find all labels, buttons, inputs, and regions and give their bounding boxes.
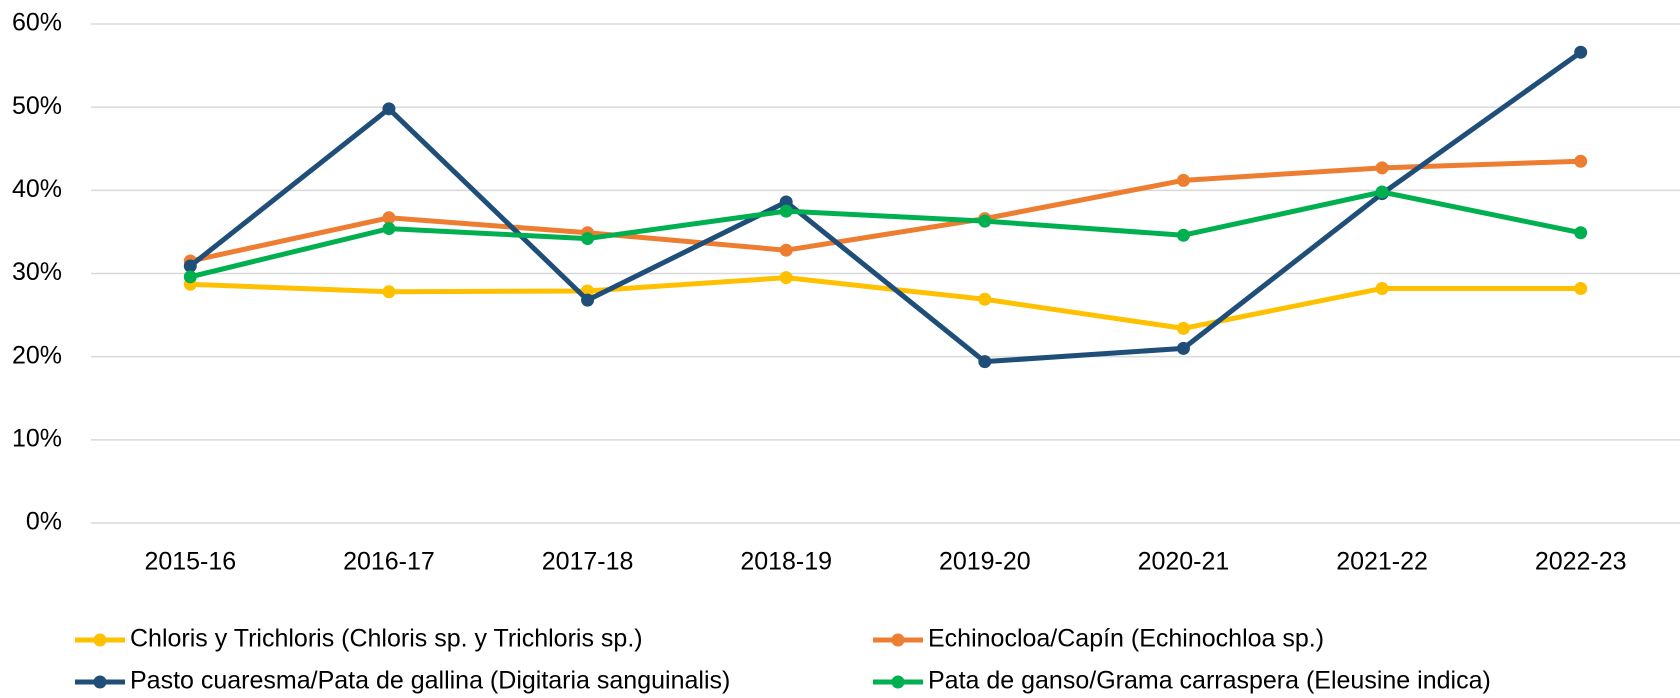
point bbox=[1574, 281, 1588, 295]
y-tick-label: 60% bbox=[12, 9, 62, 37]
point bbox=[978, 292, 992, 306]
point bbox=[581, 293, 595, 307]
point bbox=[978, 355, 992, 369]
point bbox=[1176, 341, 1190, 355]
legend-label: Pasto cuaresma/Pata de gallina (Digitari… bbox=[130, 667, 730, 695]
point bbox=[1176, 173, 1190, 187]
series-line bbox=[189, 189, 1582, 280]
point bbox=[1574, 154, 1588, 168]
series-line bbox=[188, 50, 1583, 365]
legend-label: Chloris y Trichloris (Chloris sp. y Tric… bbox=[130, 625, 643, 653]
x-tick-label: 2020-21 bbox=[1138, 548, 1230, 576]
point bbox=[779, 271, 793, 285]
y-tick-label: 10% bbox=[12, 424, 62, 452]
point bbox=[382, 211, 396, 225]
point bbox=[978, 214, 992, 228]
point bbox=[1176, 228, 1190, 242]
point bbox=[779, 243, 793, 257]
legend-marker bbox=[93, 633, 107, 647]
legend-marker bbox=[93, 675, 107, 689]
point bbox=[183, 259, 197, 273]
point bbox=[1574, 45, 1588, 59]
point bbox=[1176, 321, 1190, 335]
x-tick-label: 2022-23 bbox=[1535, 548, 1627, 576]
series-line bbox=[189, 158, 1581, 264]
x-tick-label: 2016-17 bbox=[343, 548, 435, 576]
x-tick-label: 2018-19 bbox=[740, 548, 832, 576]
legend-label: Echinocloa/Capín (Echinochloa sp.) bbox=[928, 625, 1324, 653]
y-tick-label: 0% bbox=[26, 508, 62, 536]
point bbox=[1574, 226, 1588, 240]
y-tick-label: 30% bbox=[12, 258, 62, 286]
point bbox=[1375, 161, 1389, 175]
x-tick-label: 2017-18 bbox=[542, 548, 634, 576]
x-tick-label: 2015-16 bbox=[144, 548, 236, 576]
point bbox=[183, 270, 197, 284]
legend-marker bbox=[891, 633, 905, 647]
y-tick-label: 40% bbox=[12, 175, 62, 203]
point bbox=[581, 232, 595, 246]
y-tick-label: 50% bbox=[12, 92, 62, 120]
point bbox=[779, 195, 793, 209]
point bbox=[1375, 281, 1389, 295]
point bbox=[382, 222, 396, 236]
point bbox=[382, 285, 396, 299]
point bbox=[779, 204, 793, 218]
y-tick-label: 20% bbox=[12, 341, 62, 369]
legend-label: Pata de ganso/Grama carraspera (Eleusine… bbox=[928, 667, 1491, 695]
point bbox=[1375, 185, 1389, 199]
legend-marker bbox=[891, 675, 905, 689]
point bbox=[382, 102, 396, 116]
x-tick-label: 2021-22 bbox=[1336, 548, 1428, 576]
series-line bbox=[190, 275, 1581, 331]
x-tick-label: 2019-20 bbox=[939, 548, 1031, 576]
